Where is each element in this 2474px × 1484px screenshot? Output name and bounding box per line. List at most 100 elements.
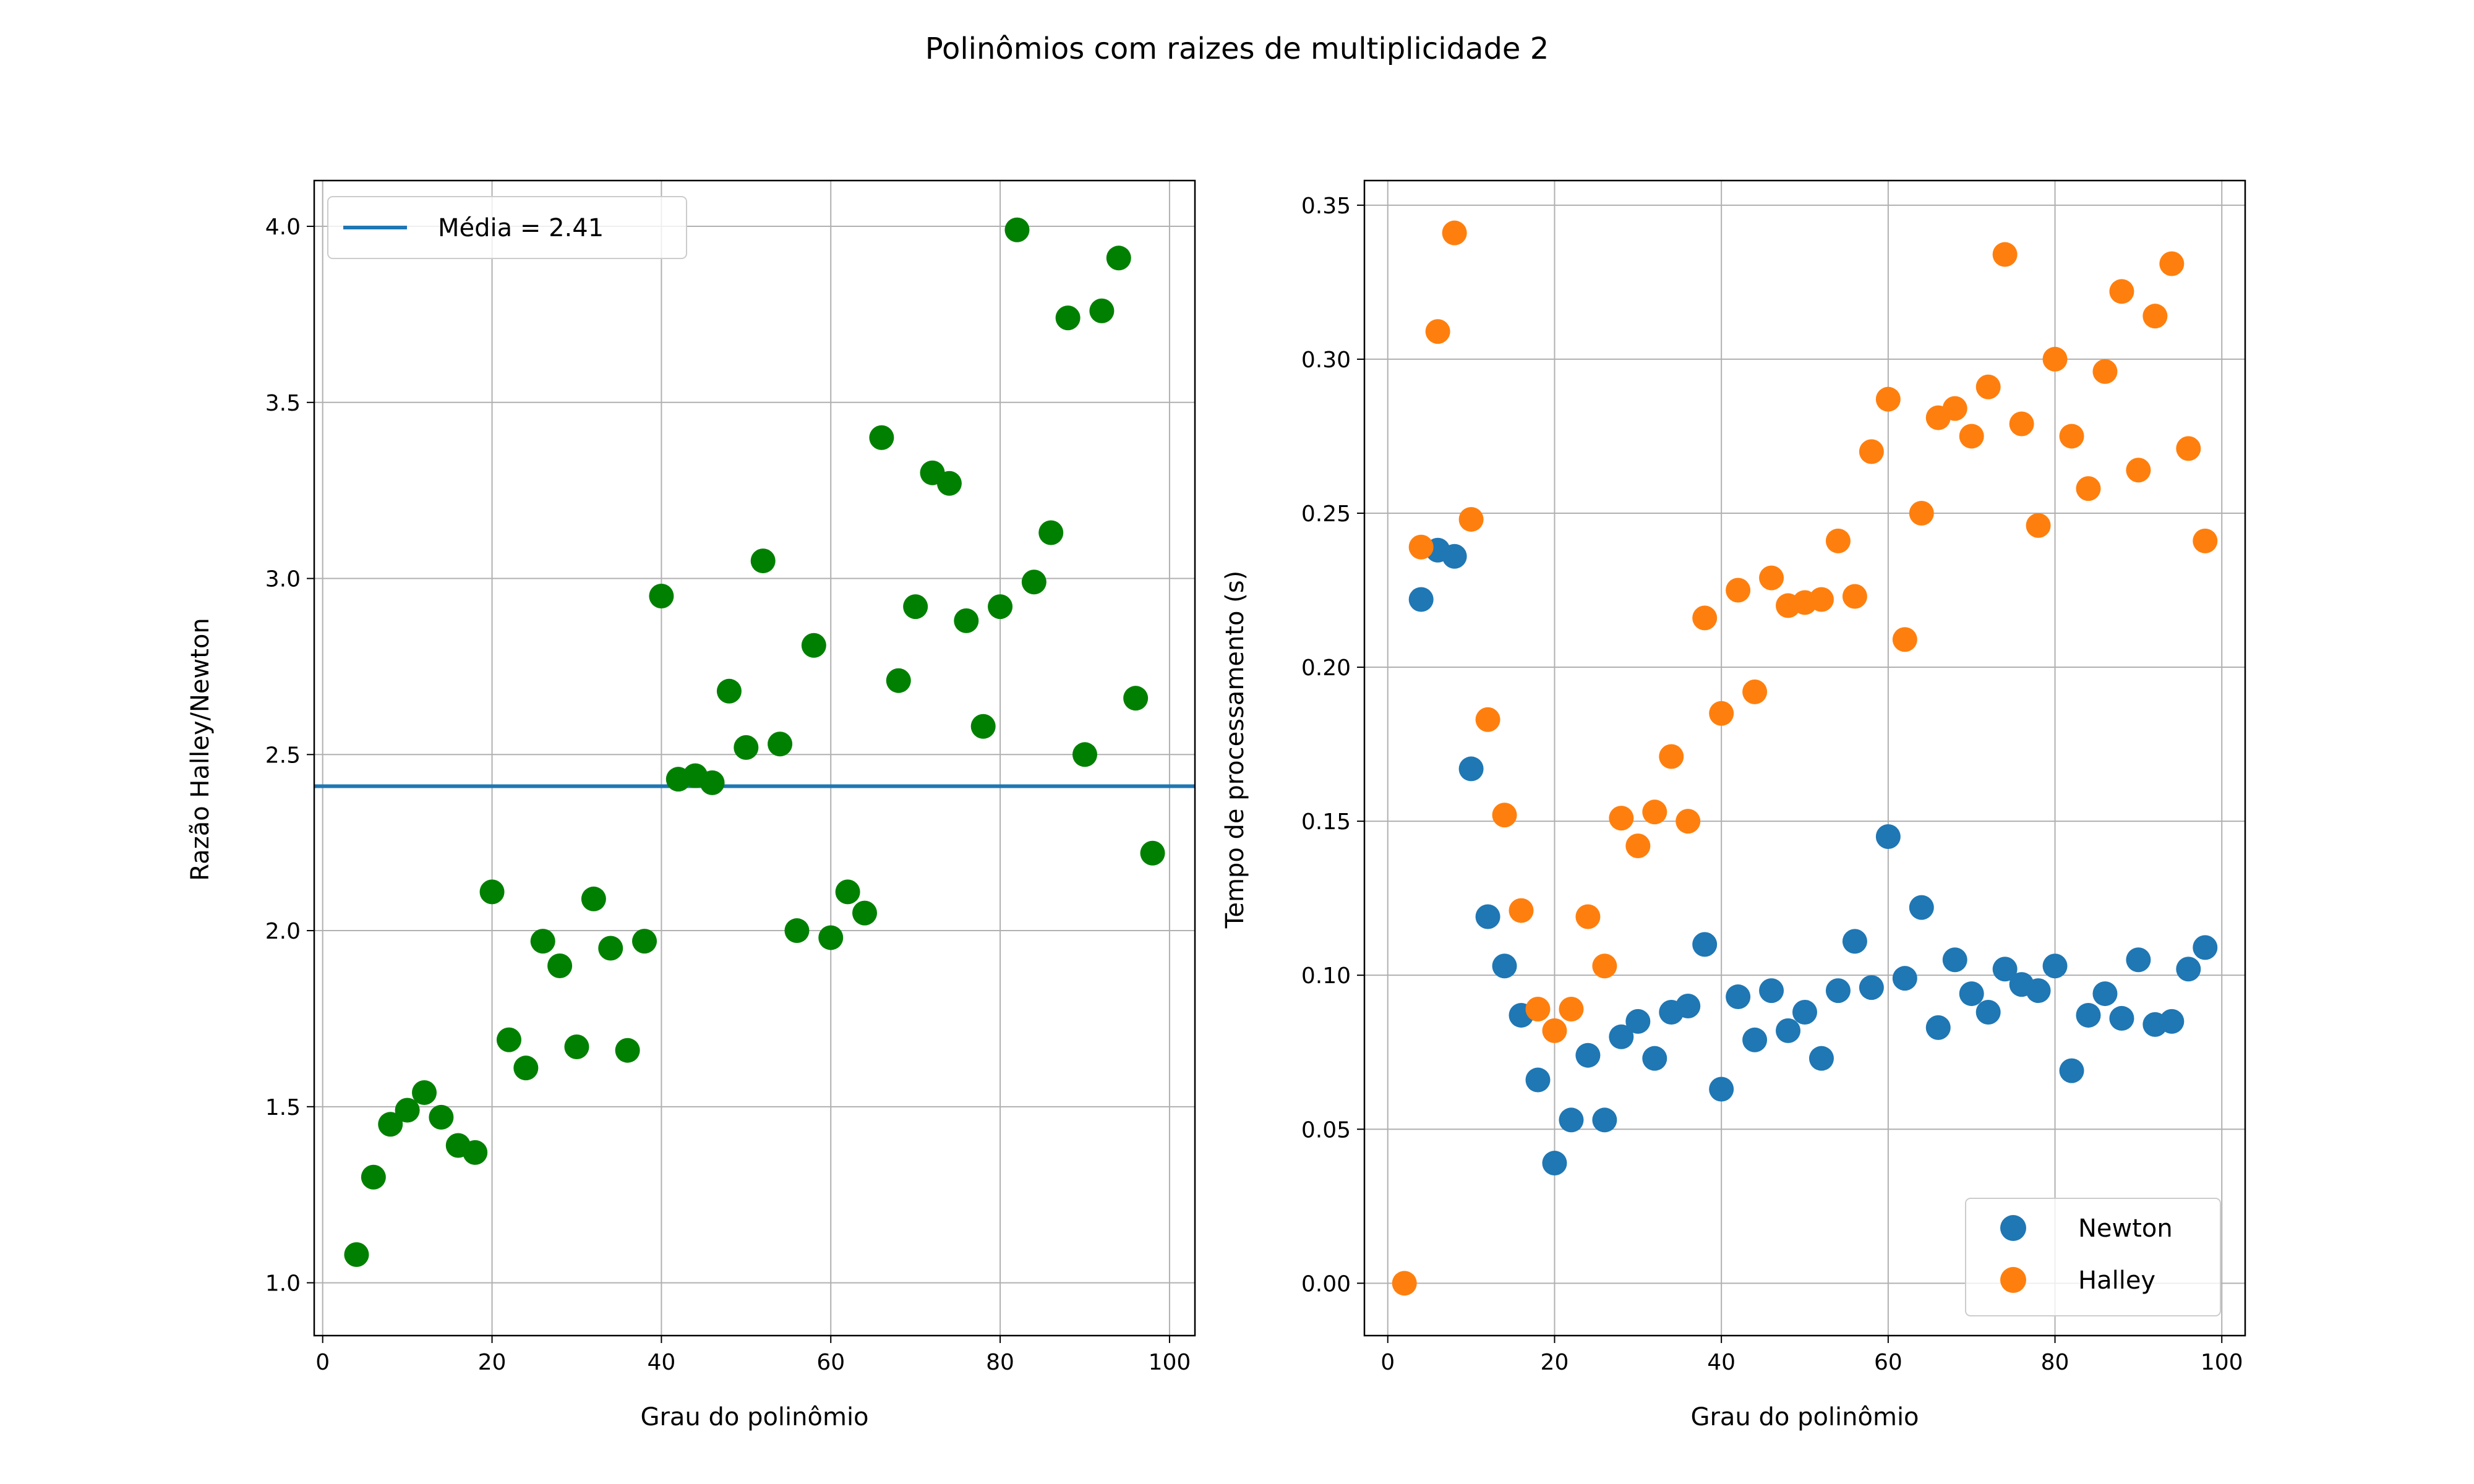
halley-point [1609, 806, 1634, 831]
ratio-point [344, 1242, 369, 1268]
ratio-legend: Média = 2.41 [327, 196, 687, 259]
newton-point [1892, 966, 1917, 991]
newton-point [1909, 895, 1934, 920]
newton-point [1692, 932, 1718, 957]
newton-point [1475, 904, 1500, 929]
time-y-tick-label: 0.25 [1301, 501, 1351, 527]
halley-point [1892, 627, 1917, 652]
ratio-point [1004, 217, 1030, 242]
ratio-x-tick-label: 80 [986, 1350, 1014, 1375]
newton-point [1726, 984, 1751, 1010]
time-y-tick-label: 0.10 [1301, 963, 1351, 989]
halley-point [2042, 346, 2068, 372]
ratio-point [615, 1038, 640, 1063]
ratio-point [1123, 686, 1149, 711]
ratio-point [1055, 305, 1081, 331]
halley-point [2142, 304, 2168, 329]
halley-point [2109, 279, 2134, 304]
newton-point [1925, 1015, 1951, 1040]
time-y-tick-label: 0.00 [1301, 1271, 1351, 1297]
halley-point [1909, 500, 1934, 526]
time-ticks: 0 20 40 60 80 100 0.00 0.05 0.10 0.15 0.20 0.25 0.30… [1301, 194, 2243, 1375]
ratio-point [361, 1164, 386, 1190]
ratio-y-axis-label: Razão Halley/Newton [186, 618, 215, 881]
ratio-point [530, 929, 555, 954]
ratio-point [1089, 298, 1115, 323]
time-x-axis-label: Grau do polinômio [1690, 1403, 1919, 1431]
ratio-point [1038, 520, 1064, 545]
newton-point [1808, 1046, 1834, 1071]
halley-point [2076, 476, 2101, 501]
ratio-point [716, 678, 742, 704]
halley-point [1709, 701, 1734, 726]
newton-legend-marker [2000, 1215, 2026, 1241]
newton-point [1875, 824, 1901, 850]
newton-point [2109, 1005, 2134, 1031]
ratio-y-tick-label: 4.0 [265, 215, 301, 240]
ratio-point [1021, 569, 1047, 595]
halley-point [1992, 242, 2018, 267]
halley-point [1559, 996, 1584, 1021]
halley-point [1676, 809, 1701, 834]
halley-point [2026, 513, 2051, 538]
halley-point [2193, 528, 2218, 553]
ratio-y-tick-label: 1.0 [265, 1271, 301, 1297]
newton-point [1676, 993, 1701, 1018]
newton-point [1592, 1107, 1617, 1133]
halley-point [2126, 458, 2151, 483]
ratio-point [784, 918, 810, 944]
time-y-tick-label: 0.30 [1301, 348, 1351, 373]
ratio-point [632, 929, 657, 954]
ratio-y-tick-label: 3.5 [265, 391, 301, 416]
ratio-x-axis-label: Grau do polinômio [640, 1403, 868, 1431]
newton-point [1575, 1043, 1601, 1068]
ratio-y-tick-label: 2.0 [265, 919, 301, 944]
ratio-y-tick-label: 2.5 [265, 743, 301, 768]
time-plot-frame [1363, 179, 2246, 1337]
ratio-point [378, 1112, 403, 1137]
newton-point [1642, 1046, 1667, 1071]
newton-point [1492, 953, 1517, 979]
ratio-point [970, 714, 996, 739]
ratio-point [700, 770, 725, 795]
halley-point [1659, 744, 1684, 769]
ratio-point [547, 953, 573, 979]
ratio-x-tick-label: 0 [315, 1350, 330, 1375]
halley-point [1492, 803, 1517, 828]
newton-point [1959, 981, 1984, 1007]
newton-point [1559, 1107, 1584, 1133]
halley-legend-marker [2000, 1267, 2026, 1293]
ratio-series [344, 217, 1165, 1268]
newton-point [1542, 1151, 1567, 1176]
time-y-tick-label: 0.20 [1301, 655, 1351, 681]
newton-point [1625, 1009, 1651, 1034]
halley-point [1392, 1271, 1417, 1296]
halley-point [1575, 904, 1601, 929]
figure-title: Polinômios com raizes de multiplicidade … [925, 32, 1549, 66]
ratio-point [768, 731, 793, 757]
halley-point [1592, 953, 1617, 979]
ratio-point [496, 1027, 521, 1052]
newton-legend-label: Newton [2078, 1214, 2173, 1243]
newton-point [2076, 1002, 2101, 1028]
newton-point [2159, 1009, 2185, 1034]
ratio-point [903, 594, 928, 620]
ratio-point [513, 1055, 539, 1081]
newton-point [2176, 957, 2201, 982]
newton-series [1408, 537, 2218, 1176]
time-axes: 0 20 40 60 80 100 0.00 0.05 0.10 0.15 0.20 0.25 0.30… [1221, 179, 2246, 1431]
halley-series [1392, 220, 2218, 1296]
newton-point [2026, 978, 2051, 1004]
newton-point [1776, 1018, 1801, 1043]
halley-point [1542, 1018, 1567, 1043]
newton-point [1408, 587, 1434, 612]
halley-point [2159, 251, 2185, 276]
halley-point [1525, 996, 1551, 1021]
halley-point [1875, 386, 1901, 412]
newton-point [1709, 1077, 1734, 1102]
halley-point [1509, 898, 1534, 923]
ratio-point [1106, 245, 1131, 271]
time-x-tick-label: 0 [1380, 1350, 1395, 1375]
ratio-point [734, 735, 759, 760]
ratio-legend-box [327, 196, 687, 259]
